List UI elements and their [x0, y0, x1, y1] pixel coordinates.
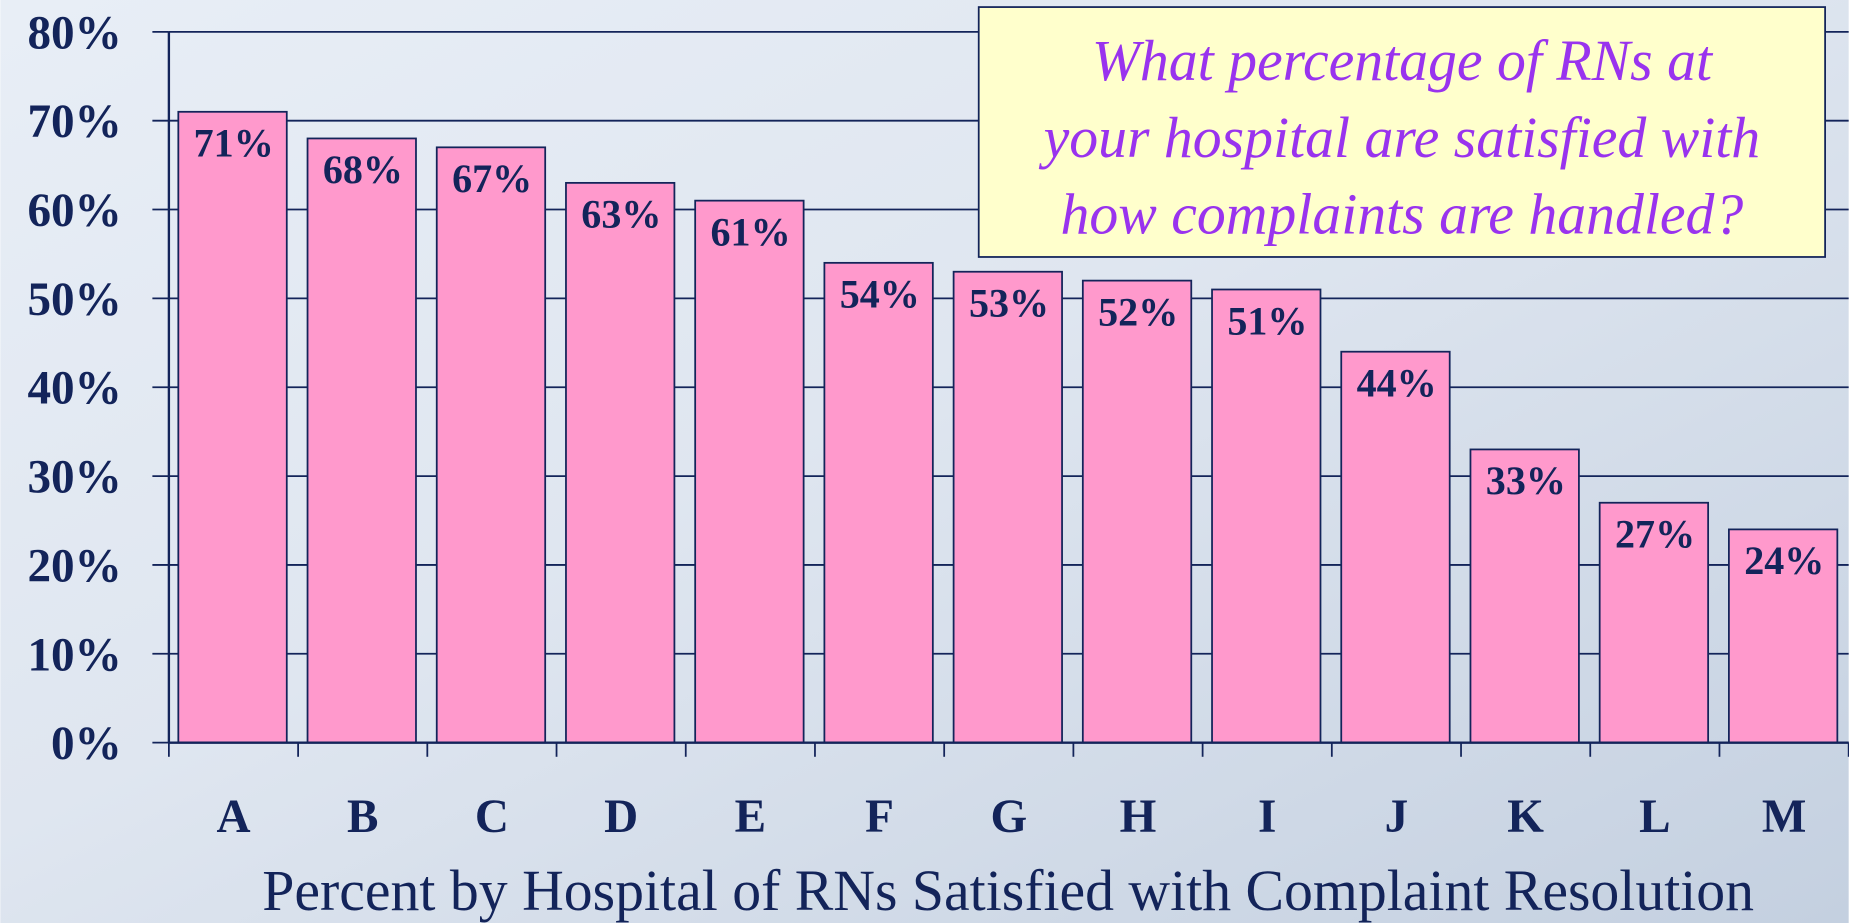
x-tick-label: L	[1639, 791, 1670, 843]
data-label: 54%	[840, 272, 920, 317]
x-tick-label: K	[1507, 791, 1544, 843]
y-tick-label: 50%	[27, 274, 121, 326]
data-label: 63%	[581, 192, 661, 237]
bar	[694, 199, 805, 744]
x-tick-label: J	[1385, 791, 1409, 843]
data-label: 27%	[1615, 512, 1695, 557]
bar	[1728, 528, 1839, 744]
y-tick-label: 0%	[51, 718, 122, 770]
plot: 0% 10% 20% 30% 40% 50% 60% 70% 80% A 71% B 68% C 67% D 6…	[27, 7, 1849, 843]
y-tick-label: 30%	[27, 452, 121, 504]
data-label: 67%	[452, 156, 532, 201]
x-tick-label: B	[347, 791, 378, 843]
bar	[1081, 279, 1193, 744]
data-label: 68%	[323, 147, 403, 192]
y-tick-label: 10%	[27, 629, 121, 681]
title-frame	[977, 6, 1826, 258]
x-tick-label: G	[990, 791, 1027, 843]
data-label: 52%	[1098, 289, 1178, 334]
y-tick-label: 40%	[27, 363, 121, 415]
y-tick-label: 20%	[27, 540, 121, 592]
y-tick-label: 80%	[27, 7, 121, 59]
bar	[1340, 350, 1451, 744]
bar	[952, 270, 1063, 744]
x-tick-label: D	[604, 791, 638, 843]
data-label: 24%	[1744, 538, 1824, 583]
data-label: 53%	[969, 281, 1049, 326]
y-tick-label: 70%	[27, 96, 121, 148]
x-tick-label: C	[475, 791, 509, 843]
data-label: 71%	[194, 121, 274, 166]
title-box: What percentage of RNs at your hospital a…	[977, 6, 1826, 258]
x-tick-label: H	[1120, 791, 1157, 843]
data-label: 33%	[1486, 458, 1566, 503]
x-tick-label: M	[1762, 791, 1807, 843]
data-label: 51%	[1227, 298, 1307, 343]
data-label: 44%	[1357, 360, 1437, 405]
bar	[306, 137, 417, 744]
bar	[1211, 288, 1322, 744]
x-tick-label: E	[735, 791, 766, 843]
bar	[435, 146, 547, 744]
chart-title: how complaints are handled?	[1061, 183, 1744, 246]
bar	[565, 181, 676, 744]
bar	[1598, 501, 1710, 744]
bar	[823, 261, 934, 744]
data-label: 61%	[711, 209, 791, 254]
x-axis-label: Percent by Hospital of RNs Satisfied wit…	[262, 860, 1754, 923]
x-tick-label: I	[1258, 791, 1276, 843]
chart-title: What percentage of RNs at	[1092, 30, 1714, 93]
x-tick-label: A	[216, 791, 250, 843]
chart-title: your hospital are satisfied with	[1039, 107, 1761, 170]
bar	[177, 110, 288, 744]
y-tick-label: 60%	[27, 185, 121, 237]
x-tick-label: F	[865, 791, 894, 843]
